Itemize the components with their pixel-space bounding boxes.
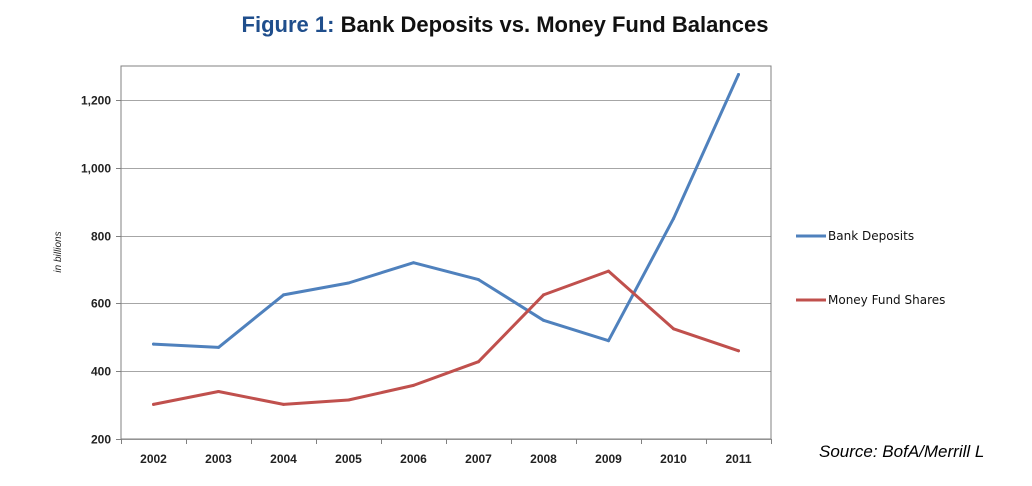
x-tick-label: 2008 [530,452,557,466]
chart-title-main: Bank Deposits vs. Money Fund Balances [340,12,769,37]
plot-area-frame [120,65,772,440]
x-tick-label: 2010 [660,452,687,466]
x-tick-label: 2004 [270,452,297,466]
y-tick-label: 1,200 [81,94,111,108]
x-tick-label: 2006 [400,452,427,466]
y-tick-label: 200 [91,433,111,447]
data-point [412,261,415,265]
data-point [347,398,350,402]
y-tick-label: 1,000 [81,162,111,176]
data-point [737,349,740,353]
data-point [477,360,480,364]
legend: Bank Deposits Money Fund Shares [796,229,945,307]
x-tick-label: 2011 [725,452,751,466]
data-point [412,383,415,387]
x-tick-label: 2009 [595,452,622,466]
x-tick-label: 2007 [465,452,492,466]
data-point [217,390,220,393]
x-tick-label: 2003 [205,452,232,466]
data-point [672,217,675,221]
data-point [737,73,740,76]
data-point [542,318,545,322]
y-tick-label: 400 [91,365,111,379]
chart-title-prefix: Figure 1: [241,12,335,37]
y-axis-label: in billions [53,231,64,272]
legend-label: Bank Deposits [828,229,914,243]
y-tick-label: 800 [91,230,111,244]
data-point [347,281,350,285]
data-point [152,342,155,346]
y-tick-label: 600 [91,297,111,311]
data-point [542,293,545,297]
data-point [282,293,285,297]
series-line-money-fund-shares [152,269,740,406]
source-note: Source: BofA/Merrill L [819,442,985,461]
data-point [672,327,675,331]
data-point [477,278,480,282]
axes: 200 400 600 800 1,000 1,200 2002 2003 2004 2005 20… [81,65,772,466]
data-point [607,269,610,273]
data-point [152,402,155,406]
data-point [607,339,610,343]
legend-label: Money Fund Shares [828,293,945,307]
data-point [217,345,220,349]
data-point [282,402,285,406]
x-tick-label: 2005 [335,452,362,466]
series-lines [152,73,740,406]
chart-title: Figure 1: Bank Deposits vs. Money Fund B… [0,12,1010,38]
x-tick-label: 2002 [140,452,167,466]
series-line-bank-deposits [152,73,740,349]
